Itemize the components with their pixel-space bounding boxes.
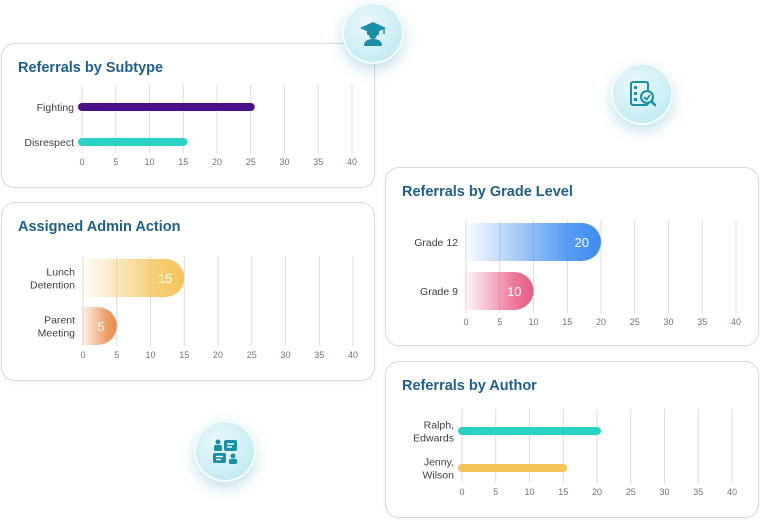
x-tick-label: 0 <box>79 157 84 167</box>
x-tick-label: 10 <box>528 317 538 327</box>
x-tick-label: 20 <box>212 157 222 167</box>
category-label: Jenny, Wilson <box>422 457 454 482</box>
chart-author: 0 5 10 15 20 25 30 35 40 Ralph, Edwards Jenny, Wilso… <box>413 409 737 497</box>
x-tick-label: 20 <box>592 487 602 497</box>
x-tick-label: 30 <box>280 350 290 360</box>
x-tick-label: 0 <box>459 487 464 497</box>
x-tick-label: 15 <box>178 157 188 167</box>
category-label: Parent Meeting <box>38 315 76 340</box>
dashboard-icon-bubble <box>194 420 256 482</box>
card-referrals-by-subtype: Referrals by Subtype 0 5 10 15 20 25 30 35 40 Fig… <box>1 43 375 188</box>
category-label: Disrespect <box>24 137 74 149</box>
x-tick-label: 0 <box>80 350 85 360</box>
report-search-icon-bubble <box>611 63 673 125</box>
x-tick-label: 35 <box>313 157 323 167</box>
bar-value-label: 5 <box>98 319 105 334</box>
x-tick-label: 40 <box>731 317 741 327</box>
chart-title: Referrals by Author <box>402 378 537 394</box>
x-tick-label: 0 <box>463 317 468 327</box>
bar-value-label: 10 <box>507 284 521 299</box>
x-tick-label: 30 <box>279 157 289 167</box>
x-tick-label: 30 <box>663 317 673 327</box>
report-search-icon <box>630 81 657 107</box>
bar <box>462 272 534 310</box>
card-referrals-by-grade-level: Referrals by Grade Level 0 5 10 15 20 25 30 35 4… <box>385 167 759 346</box>
x-tick-label: 5 <box>114 350 119 360</box>
chart-title: Referrals by Subtype <box>18 60 164 76</box>
x-tick-label: 5 <box>497 317 502 327</box>
card-referrals-by-author: Referrals by Author 0 5 10 15 20 25 30 35 40 Ralp… <box>385 361 759 518</box>
chart-title: Referrals by Grade Level <box>402 184 573 200</box>
x-tick-label: 25 <box>246 157 256 167</box>
x-tick-label: 25 <box>630 317 640 327</box>
x-tick-label: 20 <box>213 350 223 360</box>
dashboard-icon <box>213 439 237 464</box>
x-tick-label: 15 <box>179 350 189 360</box>
category-label: Fighting <box>37 102 75 114</box>
graduate-icon-bubble <box>342 2 404 64</box>
x-tick-label: 10 <box>145 350 155 360</box>
x-tick-label: 25 <box>626 487 636 497</box>
chart-title: Assigned Admin Action <box>18 219 181 235</box>
bar <box>79 307 117 345</box>
x-tick-label: 40 <box>347 157 357 167</box>
x-tick-label: 35 <box>314 350 324 360</box>
bar-value-label: 15 <box>158 271 172 286</box>
x-tick-label: 35 <box>693 487 703 497</box>
bar <box>462 223 601 261</box>
x-tick-label: 25 <box>247 350 257 360</box>
x-tick-label: 20 <box>596 317 606 327</box>
x-tick-label: 15 <box>558 487 568 497</box>
x-tick-label: 15 <box>562 317 572 327</box>
category-label: Grade 9 <box>420 286 458 298</box>
card-assigned-admin-action: Assigned Admin Action 0 5 10 15 20 25 30 35 40 Lu… <box>1 202 375 381</box>
x-tick-label: 40 <box>727 487 737 497</box>
x-tick-label: 10 <box>144 157 154 167</box>
x-tick-label: 30 <box>659 487 669 497</box>
bar-value-label: 20 <box>575 235 589 250</box>
chart-subtype: 0 5 10 15 20 25 30 35 40 Fighting Disrespect <box>24 85 357 167</box>
x-tick-label: 5 <box>113 157 118 167</box>
category-label: Grade 12 <box>414 237 458 249</box>
chart-admin-action: 0 5 10 15 20 25 30 35 40 Lunch Detention 15 Parent Me… <box>30 256 358 360</box>
category-label: Lunch Detention <box>30 267 75 292</box>
chart-grade-level: 0 5 10 15 20 25 30 35 40 Grade 12 20 Grade 9 10 <box>414 220 741 327</box>
graduate-icon <box>360 22 386 46</box>
x-tick-label: 5 <box>493 487 498 497</box>
category-label: Ralph, Edwards <box>413 420 454 445</box>
x-tick-label: 40 <box>348 350 358 360</box>
x-tick-label: 10 <box>524 487 534 497</box>
bar <box>79 259 185 297</box>
x-tick-label: 35 <box>697 317 707 327</box>
